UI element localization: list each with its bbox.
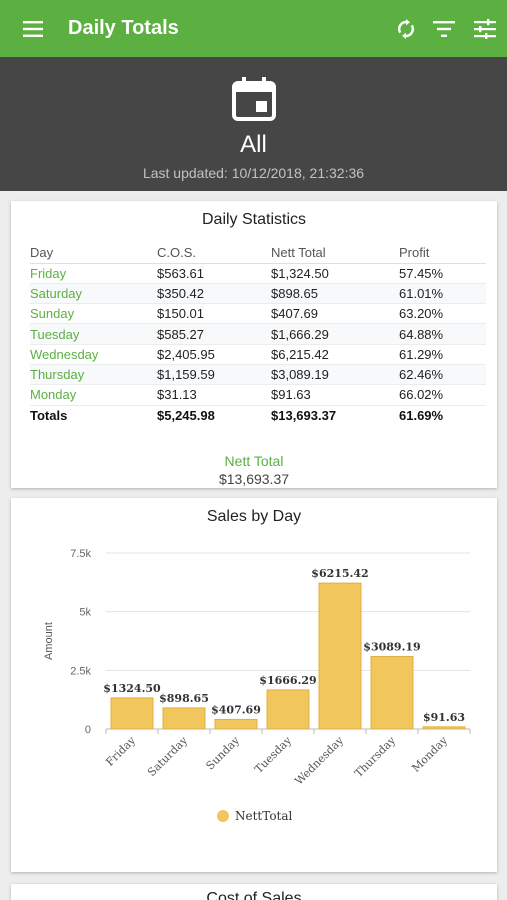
totals-row: Totals $5,245.98 $13,693.37 61.69% (30, 405, 486, 425)
period-header: All Last updated: 10/12/2018, 21:32:36 (0, 57, 507, 191)
row-day: Sunday (30, 303, 157, 325)
bar-saturday (162, 707, 206, 730)
row-profit: 61.29% (399, 344, 486, 365)
filter-icon (433, 20, 455, 37)
row-day: Tuesday (30, 323, 157, 345)
x-tick-label: Saturday (145, 733, 191, 779)
x-tick-label: Monday (409, 733, 450, 774)
y-tick-label: 2.5k (70, 665, 91, 677)
sales-by-day-card: Sales by Day 0 2.5k 5k 7.5k Amount $1324.50 Fr… (11, 498, 497, 872)
sales-by-day-chart: 0 2.5k 5k 7.5k Amount $1324.50 Friday $898.65 Sa… (43, 548, 471, 823)
menu-icon (23, 20, 43, 37)
table-header-row: Day C.O.S. Nett Total Profit (30, 243, 486, 264)
y-tick-label: 0 (85, 724, 91, 736)
data-label: $407.69 (211, 703, 261, 716)
row-cos: $2,405.95 (157, 344, 271, 365)
menu-button[interactable] (0, 0, 68, 57)
y-tick-label: 7.5k (70, 548, 91, 560)
row-nett: $1,666.29 (271, 323, 399, 345)
x-tick-label: Sunday (204, 733, 243, 772)
column-header-nett-total: Nett Total (271, 243, 399, 264)
bar-monday (422, 726, 466, 730)
table-row: Friday $563.61 $1,324.50 57.45% (30, 263, 486, 284)
nett-total-label: Nett Total (224, 453, 284, 469)
data-label: $6215.42 (311, 567, 368, 580)
x-tick-label: Friday (103, 733, 138, 768)
column-header-day: Day (30, 243, 157, 264)
row-cos: $585.27 (157, 323, 271, 345)
x-tick-label: Thursday (352, 733, 399, 780)
row-nett: $6,215.42 (271, 344, 399, 365)
last-updated: Last updated: 10/12/2018, 21:32:36 (142, 165, 365, 181)
data-label: $1666.29 (259, 674, 316, 687)
y-tick-label: 5k (79, 607, 91, 619)
data-label: $91.63 (423, 711, 465, 724)
bar-tuesday (266, 689, 310, 730)
row-cos: $563.61 (157, 263, 271, 284)
row-nett: $3,089.19 (271, 364, 399, 386)
bar-wednesday (318, 582, 362, 730)
cost-of-sales-title: Cost of Sales (206, 890, 302, 900)
tune-button[interactable] (463, 0, 507, 57)
bar-thursday (370, 656, 414, 730)
sales-by-day-title: Sales by Day (206, 508, 302, 525)
row-day: Thursday (30, 364, 157, 386)
row-day: Friday (30, 263, 157, 284)
column-header-cos: C.O.S. (157, 243, 271, 264)
table-row: Monday $31.13 $91.63 66.02% (30, 384, 486, 406)
totals-nett: $13,693.37 (271, 407, 337, 423)
totals-cos: $5,245.98 (157, 407, 215, 423)
row-day: Wednesday (30, 344, 157, 365)
row-profit: 61.01% (399, 283, 486, 305)
row-nett: $898.65 (271, 283, 399, 305)
totals-profit: 61.69% (399, 407, 444, 423)
app-title: Daily Totals (68, 17, 179, 39)
row-profit: 63.20% (399, 303, 486, 325)
refresh-button[interactable] (387, 0, 425, 57)
tune-icon (474, 18, 496, 39)
table-row: Wednesday $2,405.95 $6,215.42 61.29% (30, 344, 486, 365)
nett-total-value: $13,693.37 (218, 471, 290, 487)
data-label: $3089.19 (363, 641, 420, 654)
app-bar: Daily Totals (0, 0, 507, 57)
row-cos: $350.42 (157, 283, 271, 305)
row-cos: $1,159.59 (157, 364, 271, 386)
x-tick-label: Tuesday (252, 733, 295, 776)
data-label: $1324.50 (103, 682, 161, 695)
column-header-profit: Profit (399, 243, 486, 264)
calendar-icon[interactable] (230, 75, 278, 123)
row-day: Saturday (30, 283, 157, 305)
daily-statistics-card: Daily Statistics Day C.O.S. Nett Total P… (11, 201, 497, 488)
totals-label: Totals (30, 407, 68, 423)
bar-friday (110, 697, 154, 730)
row-cos: $31.13 (157, 384, 271, 406)
period-label: All (240, 131, 267, 158)
row-profit: 64.88% (399, 323, 486, 345)
legend-swatch (217, 810, 229, 822)
table-row: Thursday $1,159.59 $3,089.19 62.46% (30, 364, 486, 386)
x-tick-label: Wednesday (292, 733, 346, 787)
row-nett: $91.63 (271, 384, 399, 406)
row-profit: 66.02% (399, 384, 486, 406)
row-cos: $150.01 (157, 303, 271, 325)
row-profit: 57.45% (399, 263, 486, 284)
daily-statistics-title: Daily Statistics (201, 211, 307, 228)
row-nett: $1,324.50 (271, 263, 399, 284)
y-axis-label: Amount (43, 622, 55, 660)
cost-of-sales-card: Cost of Sales (11, 884, 497, 900)
daily-statistics-table: Day C.O.S. Nett Total Profit Friday $563… (30, 243, 486, 425)
table-row: Tuesday $585.27 $1,666.29 64.88% (30, 323, 486, 345)
row-nett: $407.69 (271, 303, 399, 325)
refresh-icon (398, 18, 414, 39)
table-row: Saturday $350.42 $898.65 61.01% (30, 283, 486, 305)
bar-sunday (214, 718, 258, 730)
legend-label: NettTotal (235, 809, 293, 823)
filter-button[interactable] (425, 0, 463, 57)
row-day: Monday (30, 384, 157, 406)
row-profit: 62.46% (399, 364, 486, 386)
table-row: Sunday $150.01 $407.69 63.20% (30, 303, 486, 325)
data-label: $898.65 (159, 692, 209, 705)
